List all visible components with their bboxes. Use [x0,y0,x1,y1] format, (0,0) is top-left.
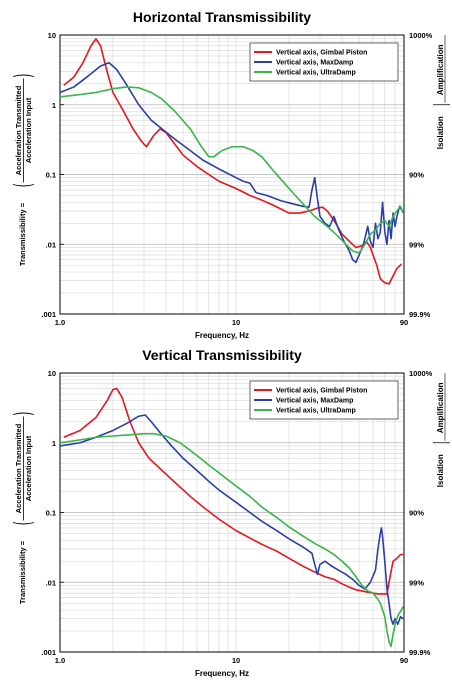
legend-entry: Vertical axis, UltraDamp [276,70,356,77]
x-tick-label: 1.0 [55,318,65,327]
series-line-maxdamp [60,414,404,626]
x-tick-label: 10 [232,656,240,665]
region-label-isolation: Isolation [436,454,445,487]
right-tick-label: 90% [409,171,424,180]
y-axis-label-prefix: Transmissibility = [18,202,27,266]
series-line-ultradamp [60,86,404,254]
y-axis-label-prefix: Transmissibility = [18,540,27,604]
legend-entry: Vertical axis, Gimbal Piston [276,50,367,57]
series-line-gimbal-piston [63,38,402,285]
y-tick-label: 1 [52,101,56,110]
right-tick-label: 99% [409,578,424,587]
x-axis-label: Frequency, Hz [195,669,249,678]
y-tick-label: .01 [46,240,56,249]
right-tick-label: 1000% [409,369,433,378]
region-label-amplification: Amplification [436,382,445,433]
legend-entry: Vertical axis, MaxDamp [276,60,353,67]
region-label-isolation: Isolation [436,116,445,149]
bracket-left [12,184,35,187]
series-line-maxdamp [60,61,403,264]
legend-box [249,380,399,420]
right-tick-label: 99.9% [409,310,431,319]
legend: Vertical axis, Gimbal Piston Vertical axi… [249,380,399,420]
y-axis-label: Transmissibility = Acceleration Transmitt… [12,74,35,266]
series-line-gimbal-piston [63,387,404,595]
legend: Vertical axis, Gimbal Piston Vertical axi… [249,42,399,82]
series-group [60,387,404,648]
y-tick-label: 1 [52,439,56,448]
right-tick-label: 90% [409,509,424,518]
legend-box [249,42,399,82]
y-tick-label: 10 [48,31,56,40]
y-tick-label: 10 [48,369,56,378]
x-tick-label: 10 [232,318,240,327]
y-axis-label: Transmissibility = Acceleration Transmitt… [12,412,35,604]
x-tick-label: 90 [400,318,408,327]
y-tick-label: .01 [46,578,56,587]
y-tick-label: .001 [41,310,56,319]
y-axis-label-numerator: Acceleration Transmitted [14,85,23,175]
chart-vertical: Vertical Transmissibility 10 1 0.1 .01 .0011.… [12,347,450,678]
y-tick-label: 0.1 [46,171,56,180]
bracket-right [12,74,35,77]
legend-entry: Vertical axis, UltraDamp [276,408,356,415]
right-tick-label: 99% [409,240,424,249]
series-line-ultradamp [60,432,404,648]
right-tick-label: 99.9% [409,648,431,657]
y-axis-label-denominator: Acceleration Input [24,97,33,163]
x-axis-label: Frequency, Hz [195,331,249,340]
right-tick-label: 1000% [409,31,433,40]
y-tick-label: .001 [41,648,56,657]
x-tick-label: 1.0 [55,656,65,665]
y-tick-label: 0.1 [46,509,56,518]
y-axis-label-denominator: Acceleration Input [24,435,33,501]
y-axis-label-numerator: Acceleration Transmitted [14,423,23,513]
bracket-right [12,412,35,415]
legend-entry: Vertical axis, MaxDamp [276,398,353,405]
chart-title: Horizontal Transmissibility [133,9,311,25]
x-tick-label: 90 [400,656,408,665]
region-label-amplification: Amplification [436,44,445,95]
legend-entry: Vertical axis, Gimbal Piston [276,388,367,395]
chart-horizontal: Horizontal Transmissibility 10 1 0.1 .01 .001… [12,9,450,340]
chart-title: Vertical Transmissibility [142,347,302,363]
bracket-left [12,522,35,525]
series-group [60,38,404,285]
